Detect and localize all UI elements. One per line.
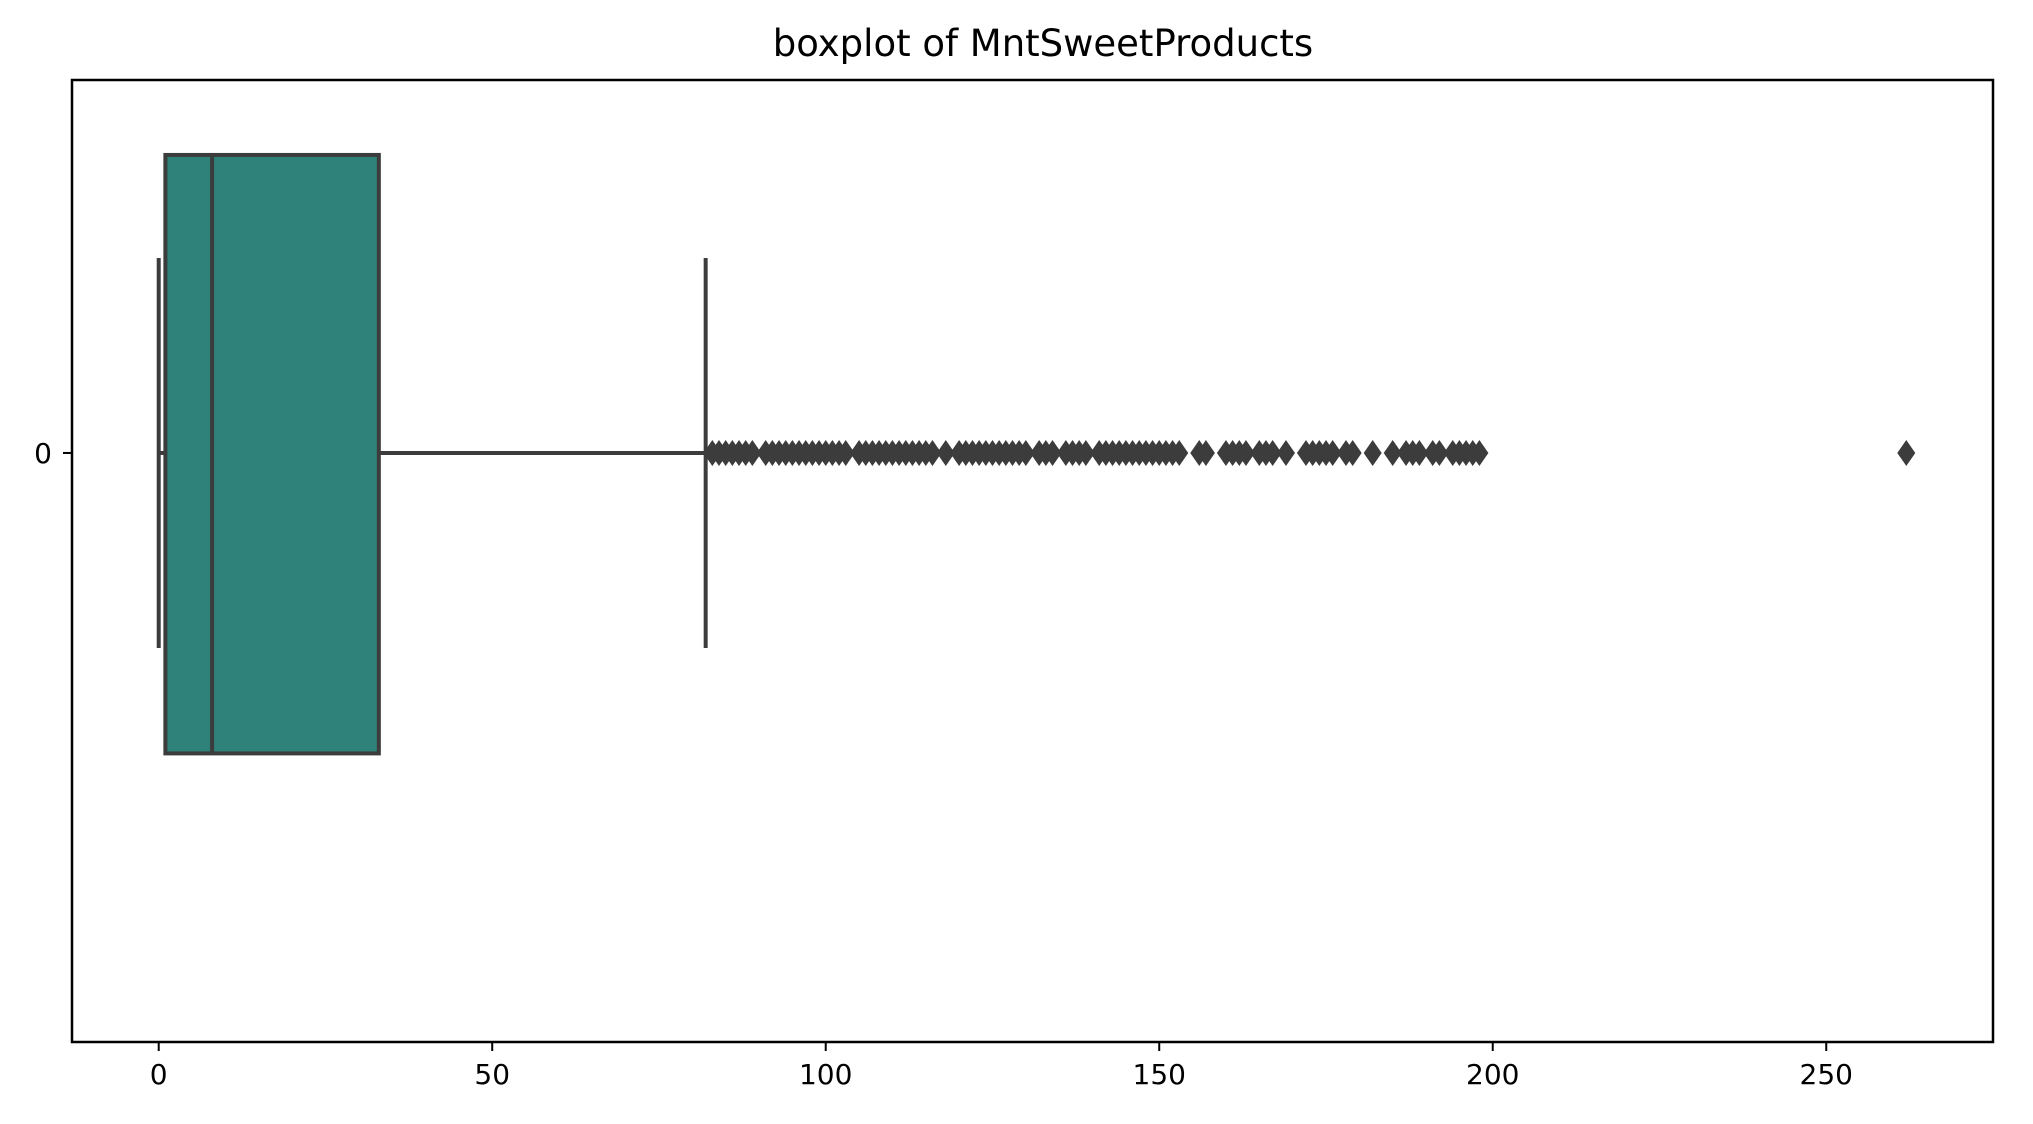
x-tick-label: 0 (150, 1058, 168, 1091)
outlier-point (1016, 439, 1035, 466)
outlier-point (1236, 439, 1255, 466)
outlier-point (1430, 439, 1449, 466)
x-axis: 0 50 100 150 200 250 (150, 1042, 1853, 1091)
outlier-point (1410, 439, 1429, 466)
outlier-point (1897, 439, 1916, 466)
x-tick-label: 250 (1800, 1058, 1853, 1091)
outlier-point (836, 439, 855, 466)
outlier-point (1383, 439, 1402, 466)
outlier-point (923, 439, 942, 466)
x-tick-label: 200 (1466, 1058, 1519, 1091)
outlier-point (1043, 439, 1062, 466)
y-tick-label: 0 (34, 437, 52, 470)
outlier-point (1343, 439, 1362, 466)
x-tick-label: 100 (799, 1058, 852, 1091)
outlier-point (936, 439, 955, 466)
outlier-point (1276, 439, 1295, 466)
outlier-point (1323, 439, 1342, 466)
iqr-box (163, 152, 381, 756)
outlier-point (1170, 439, 1189, 466)
x-tick-label: 150 (1133, 1058, 1186, 1091)
y-axis: 0 (34, 437, 72, 470)
outlier-point (743, 439, 762, 466)
plot-frame (70, 78, 1995, 1044)
outlier-point (1363, 439, 1382, 466)
outlier-point (1263, 439, 1282, 466)
plot-area (156, 152, 1916, 756)
chart-title: boxplot of MntSweetProducts (773, 22, 1313, 65)
outlier-point (1196, 439, 1215, 466)
outlier-point (1076, 439, 1095, 466)
outlier-point (1470, 439, 1489, 466)
x-tick-label: 50 (474, 1058, 510, 1091)
